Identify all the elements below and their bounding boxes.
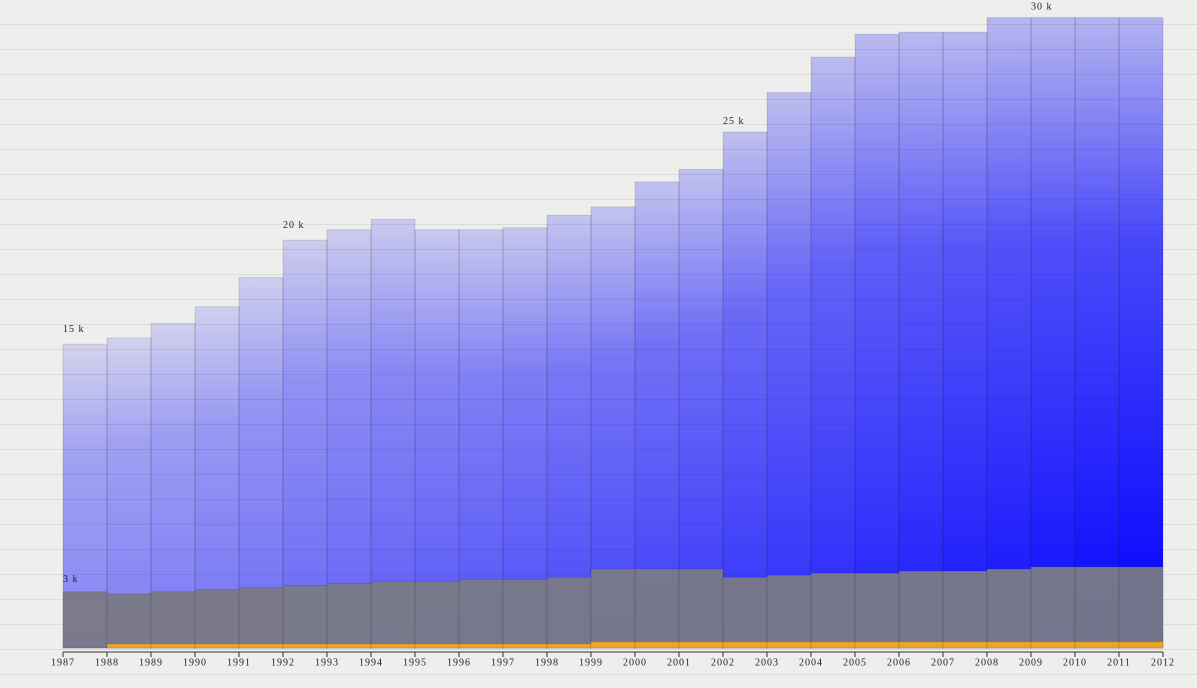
x-tick-label: 2012	[1151, 657, 1175, 668]
bar	[414, 643, 460, 649]
x-tick-label: 1993	[315, 657, 339, 668]
x-tick-label: 1989	[139, 657, 163, 668]
x-tick-label: 1997	[491, 657, 515, 668]
bar	[1118, 566, 1164, 649]
x-tick-label: 2009	[1019, 657, 1043, 668]
bar	[150, 643, 196, 649]
x-tick-label: 1990	[183, 657, 207, 668]
x-tick-label: 1992	[271, 657, 295, 668]
annotation: 25 k	[723, 116, 745, 127]
bar	[634, 641, 680, 649]
bar	[942, 641, 988, 649]
bar	[106, 593, 152, 649]
bar	[546, 576, 592, 649]
bar	[238, 277, 284, 649]
bar	[282, 585, 328, 649]
bar	[370, 580, 416, 649]
bar	[1118, 641, 1164, 649]
x-tick-label: 1994	[359, 657, 383, 668]
annotation: 3 k	[63, 574, 79, 585]
bar	[898, 570, 944, 649]
bar	[106, 643, 152, 649]
annotation: 15 k	[63, 324, 85, 335]
bar	[1030, 566, 1076, 649]
x-tick-label: 1995	[403, 657, 427, 668]
x-tick-label: 2001	[667, 657, 691, 668]
bar	[766, 641, 812, 649]
bar	[546, 643, 592, 649]
bar	[722, 641, 768, 649]
bar	[854, 572, 900, 649]
bar	[1030, 17, 1076, 649]
bar	[238, 643, 284, 649]
bar	[678, 568, 724, 649]
bar	[986, 17, 1032, 649]
annotation: 20 k	[283, 220, 305, 231]
bar	[986, 641, 1032, 649]
x-tick-label: 1987	[51, 657, 75, 668]
x-tick-label: 2007	[931, 657, 955, 668]
bar	[194, 643, 240, 649]
bar	[1030, 641, 1076, 649]
x-tick-label: 1988	[95, 657, 119, 668]
x-tick-label: 2000	[623, 657, 647, 668]
x-tick-label: 2005	[843, 657, 867, 668]
bar	[590, 641, 636, 649]
bar	[326, 643, 372, 649]
bar	[810, 641, 856, 649]
bar	[986, 568, 1032, 649]
annotation: 30 k	[1031, 2, 1053, 13]
bar	[1074, 566, 1120, 649]
bar	[502, 578, 548, 649]
bar	[1074, 17, 1120, 649]
bar	[942, 570, 988, 649]
x-tick-label: 2004	[799, 657, 823, 668]
bar	[942, 31, 988, 649]
bar	[810, 56, 856, 649]
x-tick-label: 2011	[1107, 657, 1131, 668]
bar	[722, 131, 768, 649]
bar	[678, 641, 724, 649]
bar	[766, 91, 812, 649]
bar	[370, 643, 416, 649]
x-tick-label: 1991	[227, 657, 251, 668]
bar	[1074, 641, 1120, 649]
bar	[326, 583, 372, 649]
x-tick-label: 2010	[1063, 657, 1087, 668]
bar	[194, 589, 240, 649]
bar	[546, 214, 592, 649]
bar	[810, 572, 856, 649]
bar	[722, 576, 768, 649]
bar	[62, 591, 108, 649]
bar	[898, 31, 944, 649]
x-tick-label: 1999	[579, 657, 603, 668]
x-tick-label: 2003	[755, 657, 779, 668]
bar	[150, 591, 196, 649]
bar	[1118, 17, 1164, 649]
bar	[634, 568, 680, 649]
x-tick-label: 2008	[975, 657, 999, 668]
bar	[458, 229, 504, 649]
bar	[458, 643, 504, 649]
bar	[766, 574, 812, 649]
bar	[898, 641, 944, 649]
x-tick-label: 1996	[447, 657, 471, 668]
bar	[458, 578, 504, 649]
bar	[282, 643, 328, 649]
x-tick-label: 2006	[887, 657, 911, 668]
bar	[238, 587, 284, 649]
bar	[370, 218, 416, 649]
bar	[854, 641, 900, 649]
bar	[590, 568, 636, 649]
bar	[854, 33, 900, 649]
x-tick-label: 1998	[535, 657, 559, 668]
bar	[502, 643, 548, 649]
x-tick-label: 2002	[711, 657, 735, 668]
bar	[282, 239, 328, 649]
bar	[414, 580, 460, 649]
